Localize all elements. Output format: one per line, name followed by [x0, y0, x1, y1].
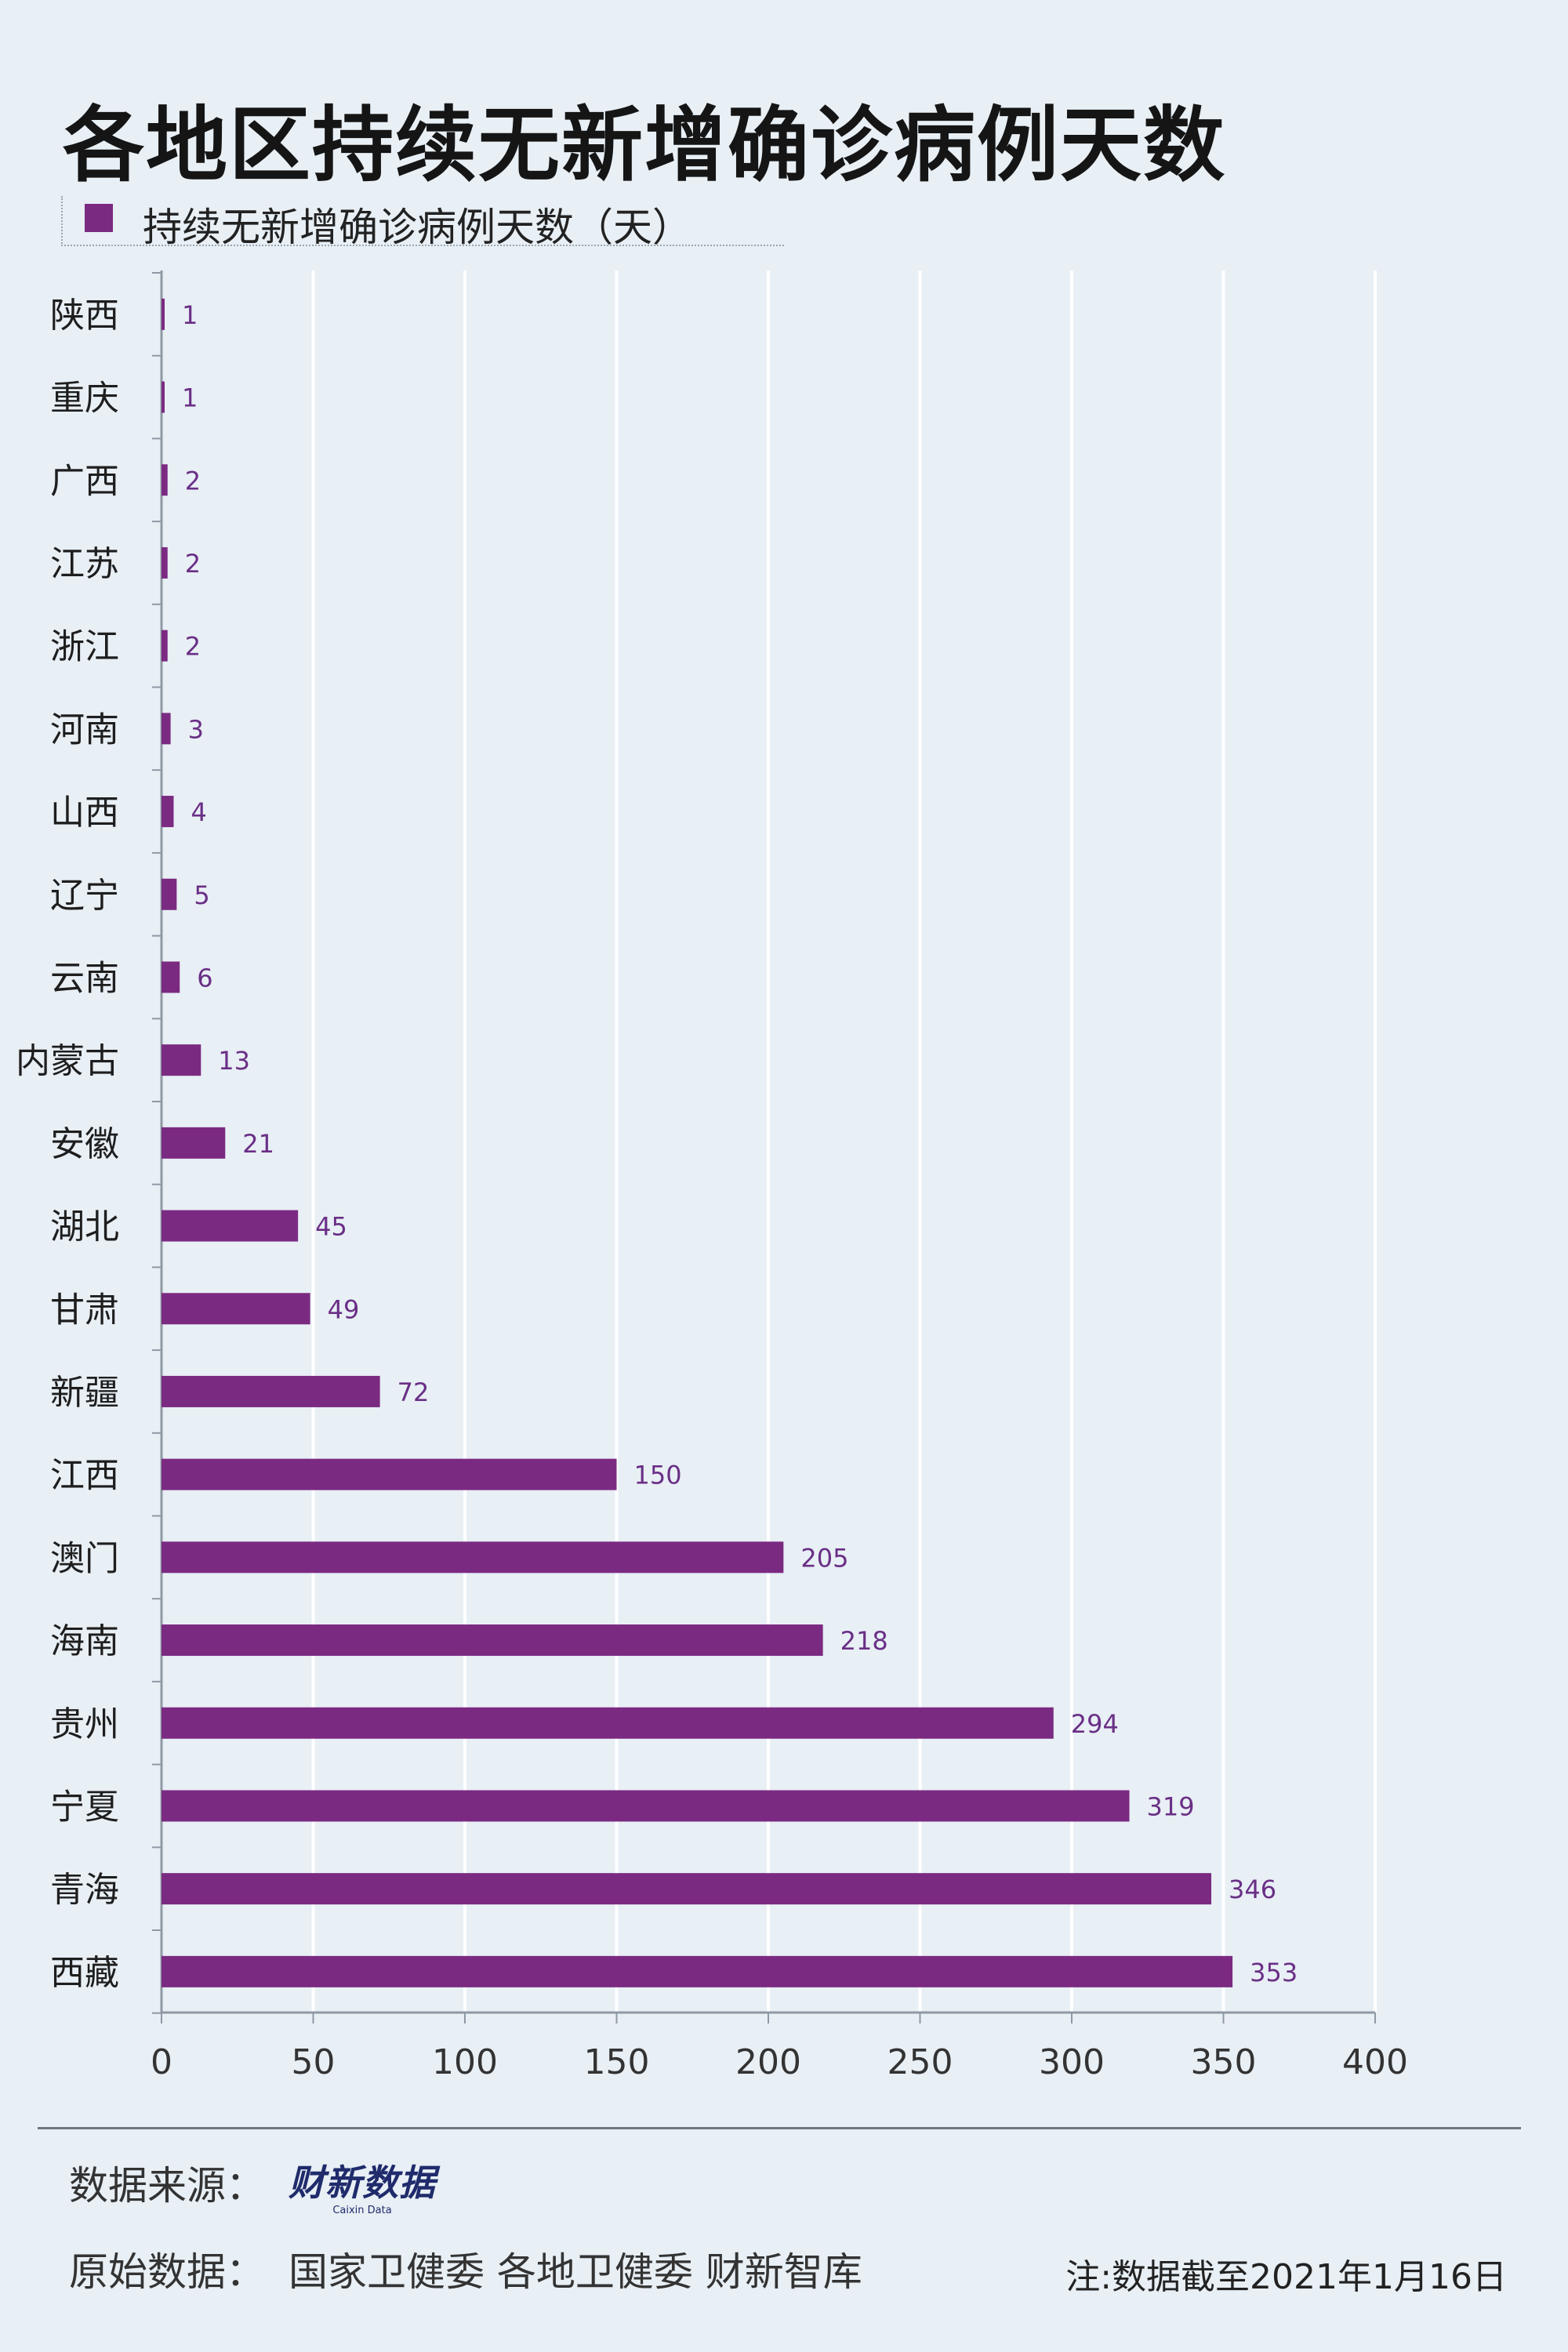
data-label: 319 [1147, 1791, 1195, 1821]
category-label: 贵州 [50, 1704, 119, 1744]
bar [162, 1873, 1212, 1905]
bar-chart: 陕西 1 重庆 1 广西 2 江苏 2 浙江 2 河南 3 山西 4 辽宁 5 云南 6 内蒙古 13 安徽 21 湖北 45… [16, 270, 1408, 2082]
category-label: 西藏 [50, 1953, 119, 1993]
x-tick-label: 100 [432, 2042, 498, 2082]
category-label: 江苏 [50, 544, 119, 584]
bar [162, 713, 171, 745]
data-label: 21 [242, 1129, 274, 1159]
bar [162, 630, 168, 662]
logo-text: 财新数据 [289, 2161, 436, 2204]
bar [162, 1790, 1130, 1822]
category-label: 湖北 [50, 1207, 119, 1247]
data-label: 3 [188, 714, 204, 744]
bar [162, 1624, 823, 1657]
data-label: 6 [197, 963, 212, 993]
category-label: 陕西 [50, 296, 119, 336]
bar [162, 1375, 380, 1407]
category-label: 海南 [50, 1621, 119, 1661]
bar [162, 1707, 1054, 1739]
x-tick-label: 250 [887, 2042, 953, 2082]
data-label: 5 [194, 880, 209, 910]
bar [162, 298, 165, 330]
bar [162, 878, 177, 910]
x-tick-label: 200 [735, 2042, 801, 2082]
data-label: 1 [182, 300, 198, 330]
bar [162, 1127, 226, 1159]
bar [162, 1955, 1233, 1987]
category-label: 甘肃 [50, 1290, 119, 1330]
data-label: 45 [315, 1212, 347, 1242]
footer-divider [38, 2127, 1521, 2129]
bar [162, 961, 180, 993]
category-label: 广西 [50, 461, 119, 501]
bar [162, 1458, 617, 1490]
data-label: 205 [800, 1543, 848, 1573]
category-label: 重庆 [50, 379, 119, 419]
x-tick-label: 150 [584, 2042, 650, 2082]
legend-label: 持续无新增确诊病例天数（天） [143, 205, 691, 250]
bar [162, 1210, 299, 1242]
category-label: 河南 [50, 710, 119, 750]
data-label: 4 [191, 797, 206, 827]
category-label: 澳门 [50, 1538, 119, 1578]
category-label: 内蒙古 [16, 1041, 119, 1081]
data-label: 218 [840, 1626, 888, 1656]
legend: 持续无新增确诊病例天数（天） [61, 196, 784, 250]
x-tick-label: 350 [1191, 2042, 1257, 2082]
category-label: 宁夏 [50, 1787, 119, 1827]
category-label: 新疆 [50, 1373, 119, 1413]
data-label: 49 [328, 1294, 360, 1324]
original-data-label: 原始数据： [69, 2249, 265, 2295]
category-label: 安徽 [50, 1124, 119, 1164]
data-label: 72 [397, 1377, 430, 1407]
data-label: 1 [182, 383, 198, 413]
bar [162, 381, 165, 413]
x-tick-label: 400 [1342, 2042, 1408, 2082]
bar [162, 1044, 201, 1076]
data-label: 2 [185, 549, 201, 579]
bar [162, 796, 174, 828]
category-label: 辽宁 [50, 876, 119, 916]
data-label: 150 [634, 1461, 682, 1490]
category-label: 青海 [50, 1870, 119, 1910]
data-label: 2 [185, 632, 201, 662]
x-tick-label: 0 [151, 2042, 172, 2082]
bar [162, 1541, 784, 1573]
data-label: 346 [1229, 1875, 1276, 1904]
x-tick-label: 50 [292, 2042, 336, 2082]
chart-title: 各地区持续无新增确诊病例天数 [63, 97, 1227, 193]
logo-subtext: Caixin Data [332, 2205, 392, 2216]
date-note: 注:数据截至2021年1月16日 [1065, 2257, 1507, 2297]
legend-swatch [85, 204, 113, 232]
bar [162, 1293, 310, 1325]
original-data-value: 国家卫健委 各地卫健委 财新智库 [289, 2249, 862, 2295]
caixin-data-logo: 财新数据 Caixin Data [289, 2154, 436, 2216]
data-label: 294 [1071, 1709, 1119, 1739]
data-label: 353 [1250, 1958, 1298, 1987]
category-label: 浙江 [50, 627, 119, 667]
category-label: 江西 [50, 1456, 119, 1496]
category-label: 云南 [50, 958, 119, 998]
data-label: 2 [185, 466, 201, 495]
data-label: 13 [218, 1046, 250, 1076]
bar [162, 546, 168, 579]
bar [162, 464, 168, 496]
category-label: 山西 [50, 793, 119, 833]
x-tick-label: 300 [1039, 2042, 1105, 2082]
source-label: 数据来源： [69, 2163, 265, 2209]
